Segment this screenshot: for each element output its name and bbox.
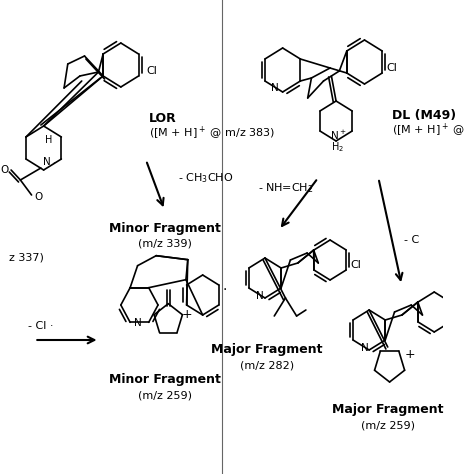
Text: - Cl ·: - Cl · [28,321,54,331]
Text: ([M + H]$^+$ @: ([M + H]$^+$ @ [392,121,465,138]
Text: N: N [256,291,264,301]
Text: N: N [43,157,50,167]
Text: H$_2$: H$_2$ [331,140,345,154]
Text: +: + [182,308,192,321]
Text: (m/z 259): (m/z 259) [361,420,415,430]
Text: (m/z 282): (m/z 282) [240,360,294,370]
Text: Cl: Cl [351,260,362,270]
Text: Minor Fragment: Minor Fragment [109,374,220,386]
Text: z 337): z 337) [9,253,44,263]
Text: ·: · [52,159,54,168]
Text: (m/z 339): (m/z 339) [137,238,191,248]
Text: Minor Fragment: Minor Fragment [109,221,220,235]
Text: (m/z 259): (m/z 259) [137,390,191,400]
Text: Cl: Cl [146,66,157,76]
Text: Major Fragment: Major Fragment [332,403,444,417]
Text: Major Fragment: Major Fragment [211,344,323,356]
Text: Cl: Cl [387,63,398,73]
Text: ·: · [223,283,227,297]
Text: +: + [405,348,415,362]
Text: N: N [134,318,141,328]
Text: - C: - C [403,235,419,245]
Text: O: O [0,165,9,175]
Text: N: N [361,343,368,353]
Text: LOR: LOR [149,111,176,125]
Text: - CH$_3$CHO: - CH$_3$CHO [179,171,234,185]
Text: ([M + H]$^+$ @ m/z 383): ([M + H]$^+$ @ m/z 383) [149,125,275,142]
Text: H: H [45,135,52,145]
Text: O: O [34,192,42,202]
Text: - NH=CH$_2$: - NH=CH$_2$ [257,181,313,195]
Text: DL (M49): DL (M49) [392,109,456,121]
Text: N$^+$: N$^+$ [329,128,346,142]
Text: N: N [271,83,279,93]
